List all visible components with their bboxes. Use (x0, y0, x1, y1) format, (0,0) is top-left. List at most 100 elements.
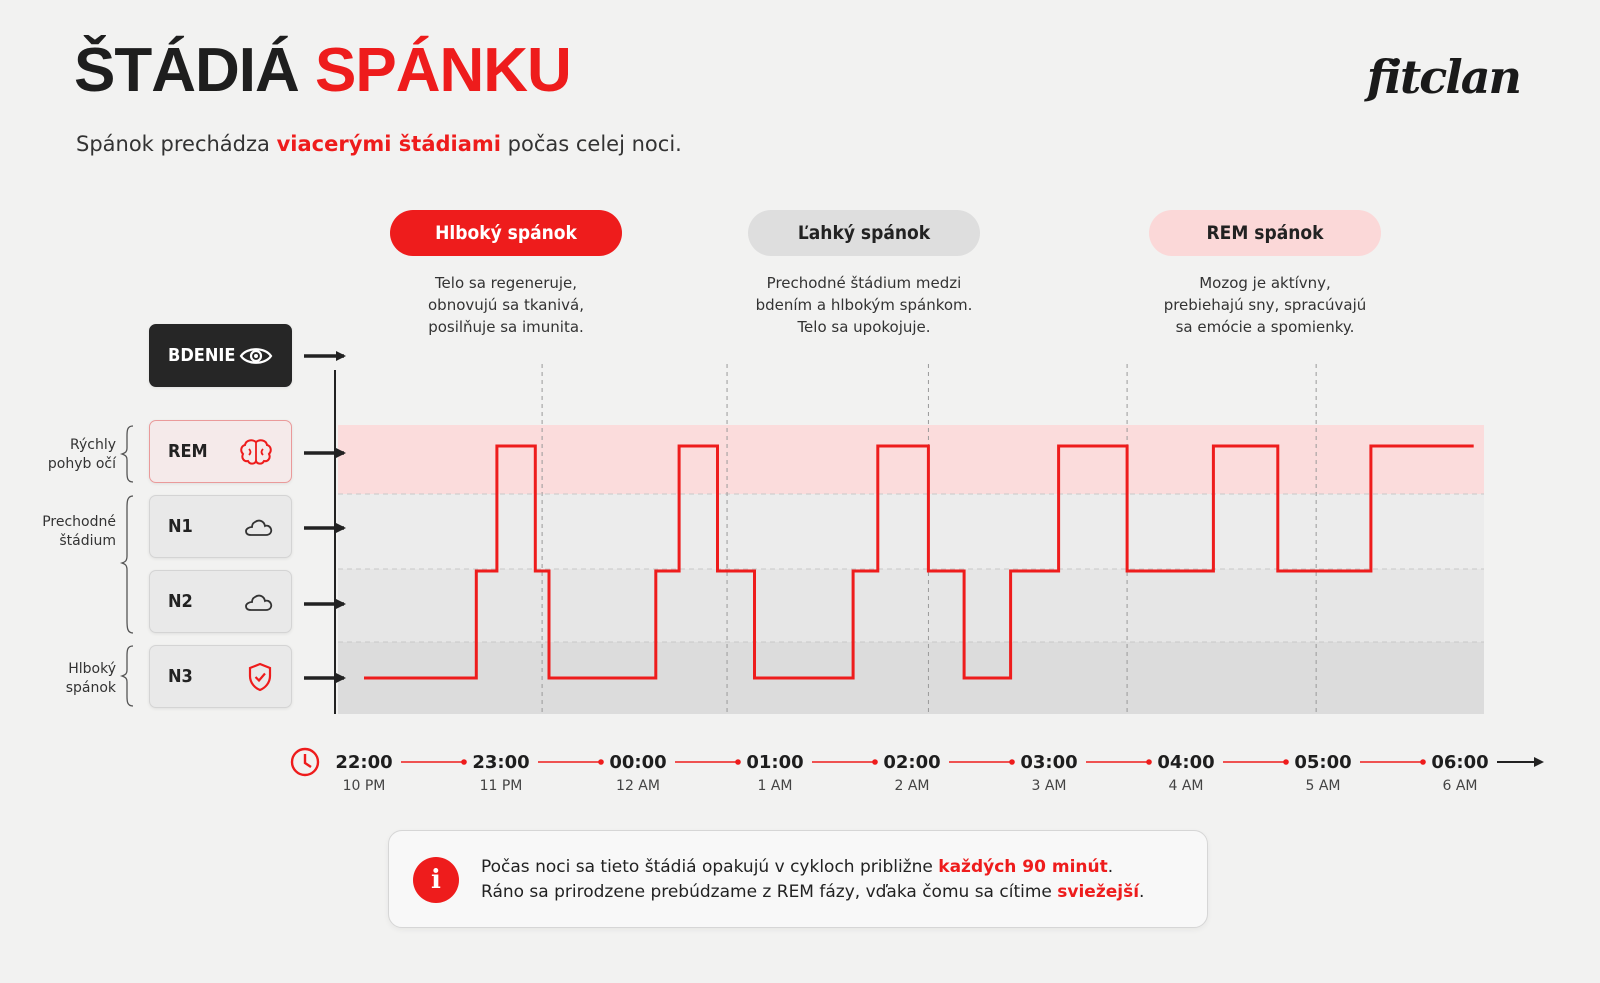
info-icon: i (413, 857, 459, 903)
phase-description-rem: Mozog je aktívny, prebiehajú sny, spracú… (1125, 272, 1405, 338)
x-tick: 23:00 11 PM (472, 752, 529, 794)
phase-description-light: Prechodné štádium medzi bdením a hlbokým… (724, 272, 1004, 338)
x-tick-ampm: 6 AM (1442, 778, 1477, 794)
info-line2-highlight: sviežejší (1057, 882, 1140, 902)
stage-label: BDENIE (168, 345, 236, 366)
clock-icon (290, 747, 320, 777)
description-line: Prechodné štádium medzi (766, 274, 962, 292)
timeline-dot (1009, 759, 1015, 765)
stage-card-bdenie: BDENIE (149, 324, 292, 387)
group-label-line: Prechodné (42, 514, 116, 530)
description-line: Telo sa regeneruje, (434, 274, 578, 292)
info-line1-pre: Počas noci sa tieto štádiá opakujú v cyk… (481, 857, 933, 877)
brace-rem (119, 425, 134, 483)
brace-light (119, 495, 134, 634)
group-label-line: štádium (59, 533, 116, 549)
stage-card-n2: N2 (149, 570, 292, 633)
x-tick-time: 02:00 (883, 752, 940, 773)
x-tick: 01:00 1 AM (746, 752, 803, 794)
x-tick: 03:00 3 AM (1020, 752, 1077, 794)
x-tick: 06:00 6 AM (1431, 752, 1488, 794)
info-box: i Počas noci sa tieto štádiá opakujú v c… (388, 830, 1208, 928)
phase-pill-rem: REM spánok (1149, 210, 1381, 256)
x-tick-ampm: 1 AM (757, 778, 792, 794)
description-line: Mozog je aktívny, (1199, 274, 1331, 292)
phase-description-deep: Telo sa regeneruje, obnovujú sa tkanivá,… (366, 272, 646, 338)
info-line-2: Ráno sa prirodzene prebúdzame z REM fázy… (481, 880, 1144, 905)
group-label-deep: Hlboký spánok (6, 660, 116, 698)
x-tick: 22:00 10 PM (335, 752, 392, 794)
timeline-dot (872, 759, 878, 765)
shield-icon (247, 662, 273, 692)
x-tick-ampm: 12 AM (616, 778, 660, 794)
x-tick-time: 23:00 (472, 752, 529, 773)
subtitle-pre: Spánok prechádza (76, 132, 270, 156)
band-rem (338, 425, 1484, 494)
x-tick-time: 00:00 (609, 752, 666, 773)
info-line2-pre: Ráno sa prirodzene prebúdzame z REM fázy… (481, 882, 1052, 902)
stage-label: REM (168, 441, 208, 462)
x-tick-time: 01:00 (746, 752, 803, 773)
x-tick-time: 03:00 (1020, 752, 1077, 773)
info-line-1: Počas noci sa tieto štádiá opakujú v cyk… (481, 855, 1144, 880)
phase-pill-light: Ľahký spánok (748, 210, 980, 256)
timeline-dot (735, 759, 741, 765)
group-label-line: pohyb očí (47, 456, 116, 472)
cloud-icon (243, 516, 273, 538)
phase-pill-deep: Hlboký spánok (390, 210, 622, 256)
timeline-dot (461, 759, 467, 765)
description-line: Telo sa upokojuje. (797, 318, 931, 336)
info-line1-highlight: každých 90 minút (938, 857, 1108, 877)
x-tick-time: 04:00 (1157, 752, 1214, 773)
x-tick: 00:00 12 AM (609, 752, 666, 794)
group-label-rem: Rýchly pohyb očí (6, 436, 116, 474)
band-n2 (338, 569, 1484, 642)
stage-card-n1: N1 (149, 495, 292, 558)
description-line: obnovujú sa tkanivá, (428, 296, 584, 314)
eye-icon (239, 345, 273, 367)
cloud-icon (243, 591, 273, 613)
title-part2: SPÁNKU (315, 36, 572, 105)
timeline-dot (1420, 759, 1426, 765)
group-label-light: Prechodné štádium (6, 513, 116, 551)
title-part1: ŠTÁDIÁ (74, 36, 300, 105)
band-n3 (338, 642, 1484, 714)
band-n1 (338, 494, 1484, 569)
stage-label: N3 (168, 666, 193, 687)
group-label-line: Rýchly (70, 437, 116, 453)
x-tick-ampm: 2 AM (894, 778, 929, 794)
group-label-line: spánok (65, 680, 116, 696)
stage-card-rem: REM (149, 420, 292, 483)
stage-label: N2 (168, 591, 193, 612)
timeline-dot (598, 759, 604, 765)
x-tick-ampm: 3 AM (1031, 778, 1066, 794)
description-line: sa emócie a spomienky. (1175, 318, 1355, 336)
hypnogram-line (364, 444, 1474, 680)
timeline-dot (1283, 759, 1289, 765)
page-title: ŠTÁDIÁ SPÁNKU (74, 40, 572, 102)
x-tick-time: 06:00 (1431, 752, 1488, 773)
info-line1-post: . (1107, 857, 1114, 877)
x-tick-ampm: 4 AM (1168, 778, 1203, 794)
fitclan-logo: fitclan (1366, 50, 1522, 104)
description-line: bdením a hlbokým spánkom. (755, 296, 973, 314)
info-text: Počas noci sa tieto štádiá opakujú v cyk… (481, 855, 1144, 905)
x-tick-ampm: 11 PM (480, 778, 523, 794)
subtitle-highlight: viacerými štádiami (276, 132, 501, 156)
x-tick-time: 05:00 (1294, 752, 1351, 773)
brain-icon (239, 438, 273, 466)
timeline-dot (1146, 759, 1152, 765)
x-tick: 05:00 5 AM (1294, 752, 1351, 794)
subtitle-post: počas celej noci. (507, 132, 682, 156)
stage-card-n3: N3 (149, 645, 292, 708)
x-tick-ampm: 10 PM (343, 778, 386, 794)
brace-deep (119, 645, 134, 707)
group-label-line: Hlboký (68, 661, 116, 677)
description-line: posilňuje sa imunita. (428, 318, 584, 336)
description-line: prebiehajú sny, spracúvajú (1163, 296, 1367, 314)
x-tick: 02:00 2 AM (883, 752, 940, 794)
x-tick: 04:00 4 AM (1157, 752, 1214, 794)
stage-label: N1 (168, 516, 193, 537)
info-line2-post: . (1139, 882, 1145, 902)
